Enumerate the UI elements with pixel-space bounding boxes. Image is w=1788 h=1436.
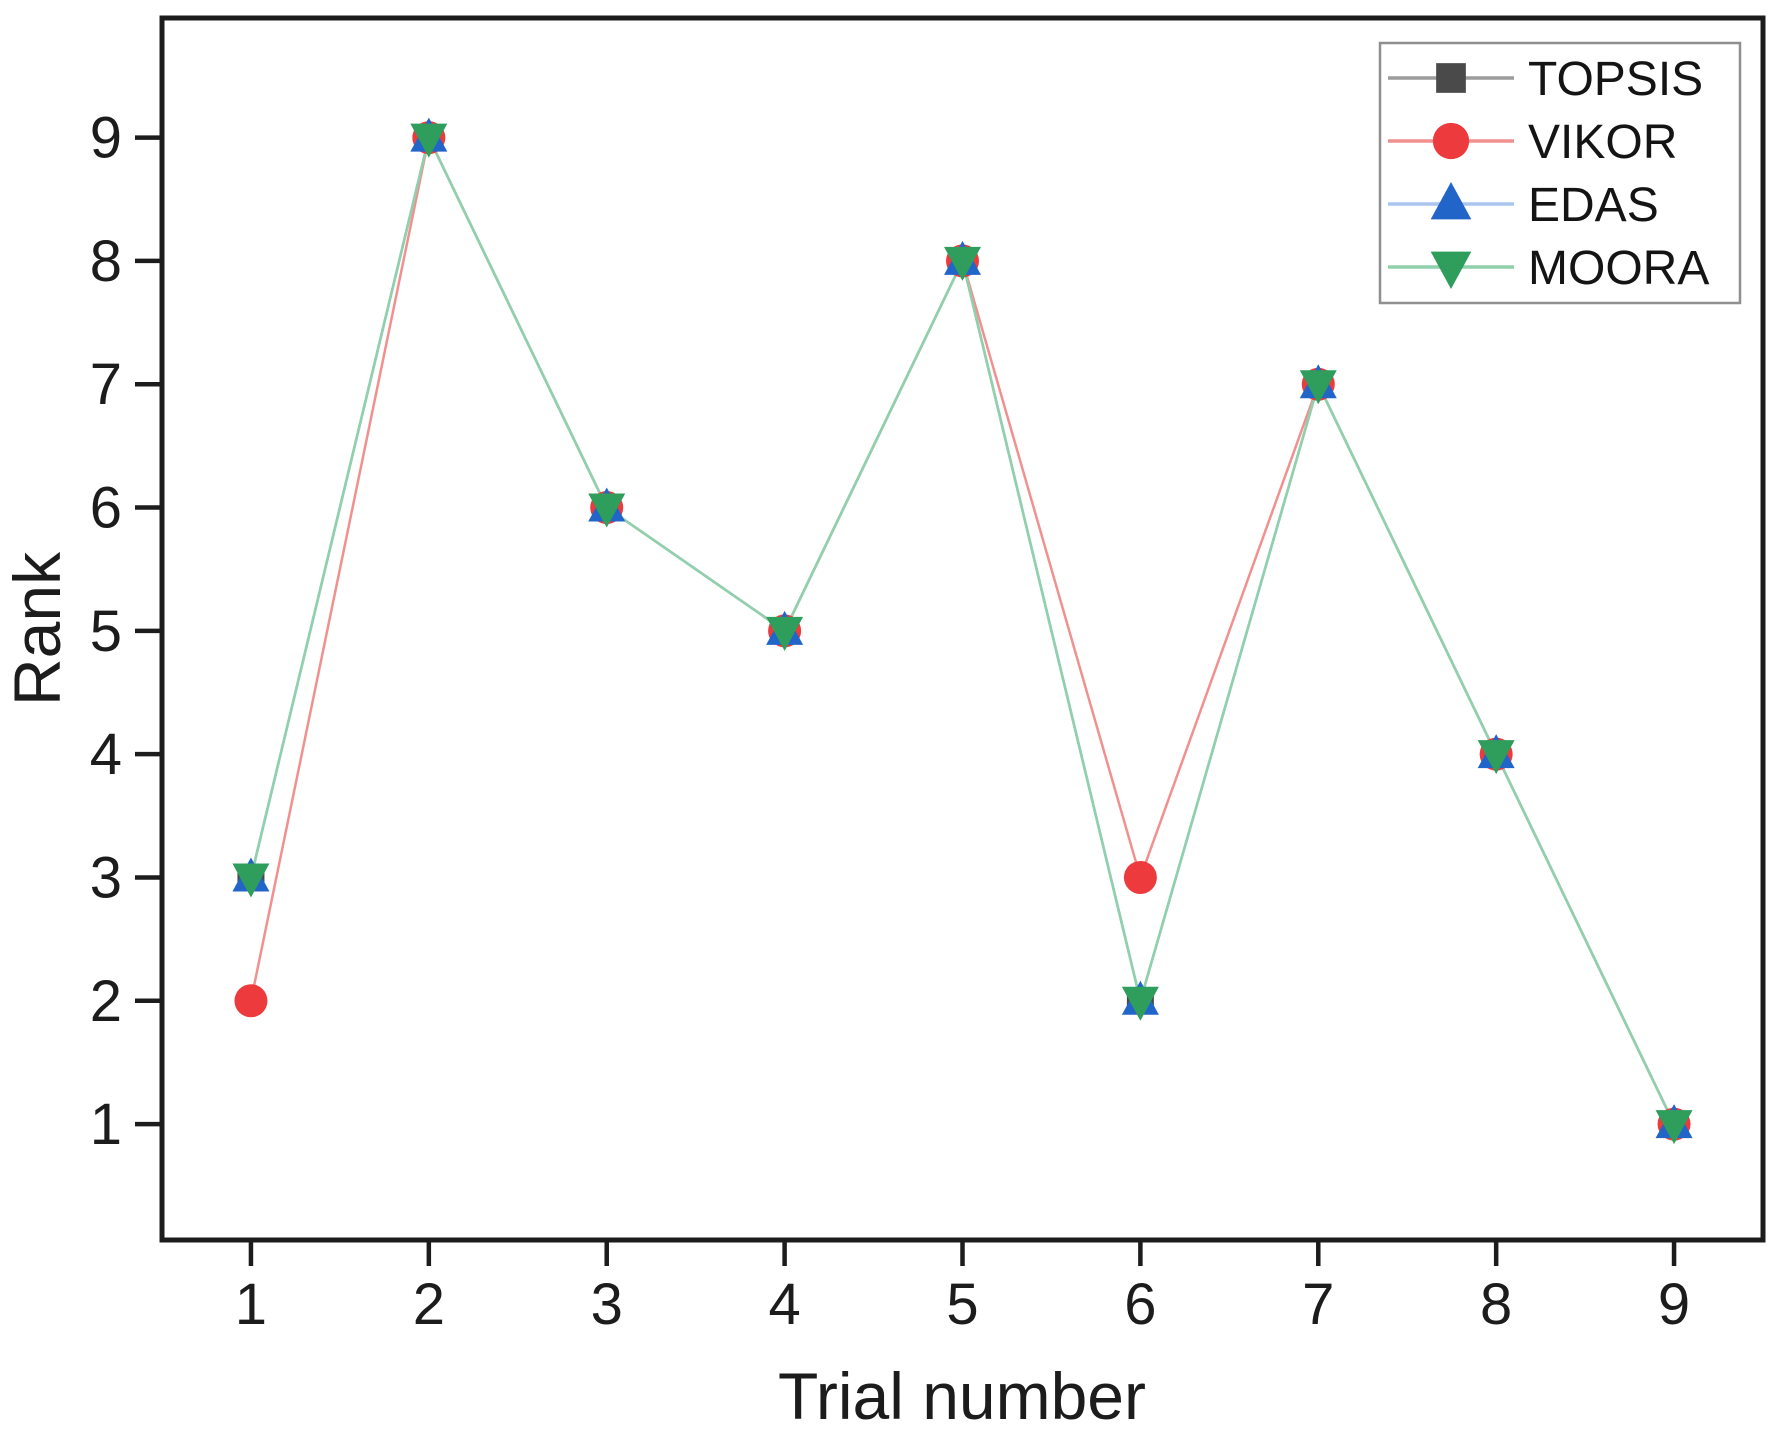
y-tick-label: 7 [90, 352, 122, 417]
legend-marker-topsis [1436, 63, 1466, 93]
x-tick-label: 5 [946, 1272, 978, 1337]
marker-moora [232, 863, 270, 898]
y-tick-label: 6 [90, 476, 122, 541]
x-axis-label: Trial number [778, 1359, 1146, 1431]
y-tick-label: 5 [90, 599, 122, 664]
plot-layer: 1 2 3 4 5 6 7 8 9 1 2 3 4 5 6 7 8 9 [90, 15, 1766, 1337]
marker-vikor [1123, 860, 1157, 894]
legend-label-vikor: VIKOR [1528, 116, 1677, 169]
marker-moora [1655, 1110, 1693, 1145]
legend: TOPSIS VIKOR EDAS MOORA [1378, 41, 1742, 305]
marker-moora [1477, 740, 1515, 775]
x-tick-label: 2 [413, 1272, 445, 1337]
marker-vikor [234, 984, 268, 1018]
x-tick-label: 8 [1480, 1272, 1512, 1337]
legend-label-edas: EDAS [1528, 179, 1659, 232]
y-tick-label: 2 [90, 969, 122, 1034]
x-tick-label: 6 [1124, 1272, 1156, 1337]
marker-moora [588, 493, 626, 528]
marker-moora [944, 246, 981, 281]
x-tick-label: 9 [1658, 1272, 1690, 1337]
plot-frame [159, 15, 1766, 1243]
legend-samples [1388, 63, 1514, 289]
y-tick-label: 1 [90, 1092, 122, 1157]
marker-moora [766, 616, 804, 651]
legend-marker-vikor [1432, 122, 1470, 160]
y-tick-label: 8 [90, 229, 122, 294]
x-tick-label: 4 [768, 1272, 800, 1337]
x-tick-label: 3 [591, 1272, 623, 1337]
legend-label-moora: MOORA [1528, 242, 1709, 295]
y-axis-label: Rank [0, 551, 74, 706]
x-tick-label: 1 [235, 1272, 267, 1337]
x-tick-label: 7 [1302, 1272, 1334, 1337]
marker-moora [410, 123, 448, 158]
marker-moora [1121, 986, 1159, 1021]
marker-moora [1299, 370, 1337, 405]
legend-marker-moora [1430, 251, 1472, 289]
y-tick-label: 9 [90, 106, 122, 171]
legend-marker-edas [1430, 182, 1472, 220]
y-tick-label: 3 [90, 845, 122, 910]
legend-label-topsis: TOPSIS [1528, 53, 1703, 106]
y-tick-label: 4 [90, 722, 122, 787]
